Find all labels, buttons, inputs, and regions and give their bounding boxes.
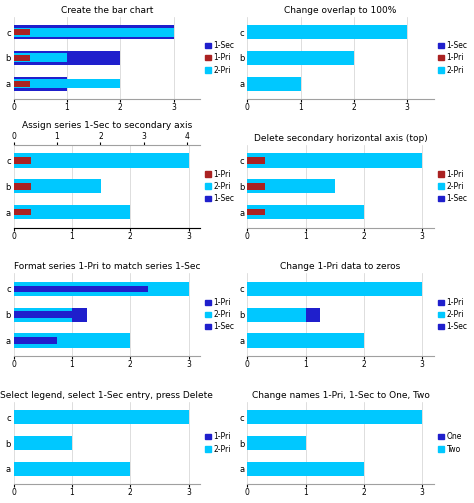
Bar [14, 337, 57, 344]
Bar [247, 462, 364, 476]
Bar [14, 25, 173, 39]
Bar [247, 183, 264, 190]
Bar [247, 333, 291, 348]
Bar [14, 282, 148, 296]
Bar [14, 156, 148, 165]
Legend: One, Two: One, Two [438, 432, 463, 454]
Bar [14, 183, 31, 190]
Bar [14, 76, 67, 91]
Bar [14, 53, 67, 62]
Title: Create the bar chart: Create the bar chart [61, 6, 153, 15]
Bar [247, 410, 422, 425]
Title: Delete secondary horizontal axis (top): Delete secondary horizontal axis (top) [254, 134, 428, 143]
Bar [247, 179, 335, 194]
Bar [247, 282, 381, 296]
Legend: 1-Pri, 2-Pri, 1-Sec: 1-Pri, 2-Pri, 1-Sec [204, 169, 235, 204]
Bar [14, 182, 87, 191]
Bar [14, 333, 130, 348]
Bar [247, 205, 364, 219]
Bar [247, 208, 291, 217]
Bar [14, 28, 173, 37]
Bar [14, 157, 31, 164]
Legend: 1-Pri, 2-Pri, 1-Sec: 1-Pri, 2-Pri, 1-Sec [438, 169, 468, 204]
Bar [247, 209, 264, 215]
Bar [14, 208, 57, 217]
Bar [247, 76, 301, 91]
Bar [14, 179, 101, 194]
Bar [14, 282, 189, 296]
Title: Change names 1-Pri, 1-Sec to One, Two: Change names 1-Pri, 1-Sec to One, Two [252, 391, 429, 399]
Bar [247, 307, 306, 322]
Title: Change 1-Pri data to zeros: Change 1-Pri data to zeros [280, 262, 401, 271]
Bar [14, 307, 87, 322]
Bar [14, 436, 72, 450]
Bar [247, 436, 306, 450]
Title: Assign series 1-Sec to secondary axis: Assign series 1-Sec to secondary axis [22, 121, 192, 130]
Title: Change overlap to 100%: Change overlap to 100% [284, 6, 397, 15]
Bar [14, 79, 120, 89]
Bar [247, 156, 381, 165]
Bar [247, 157, 264, 164]
Bar [14, 307, 72, 322]
Legend: 1-Pri, 2-Pri, 1-Sec: 1-Pri, 2-Pri, 1-Sec [438, 297, 468, 332]
Legend: 1-Pri, 2-Pri: 1-Pri, 2-Pri [204, 432, 231, 454]
Bar [247, 282, 422, 296]
Bar [14, 286, 148, 292]
Legend: 1-Sec, 1-Pri, 2-Pri: 1-Sec, 1-Pri, 2-Pri [438, 41, 468, 75]
Bar [247, 333, 364, 348]
Legend: 1-Sec, 1-Pri, 2-Pri: 1-Sec, 1-Pri, 2-Pri [204, 41, 235, 75]
Bar [247, 25, 407, 39]
Bar [247, 51, 354, 65]
Bar [14, 205, 130, 219]
Bar [14, 462, 130, 476]
Bar [14, 29, 30, 35]
Bar [14, 55, 30, 61]
Bar [247, 76, 301, 91]
Bar [14, 209, 31, 215]
Bar [14, 333, 57, 348]
Bar [14, 80, 30, 87]
Title: Format series 1-Pri to match series 1-Sec: Format series 1-Pri to match series 1-Se… [14, 262, 200, 271]
Bar [247, 182, 320, 191]
Bar [247, 153, 422, 167]
Bar [14, 410, 189, 425]
Bar [14, 311, 87, 318]
Bar [247, 51, 354, 65]
Bar [14, 153, 189, 167]
Bar [247, 307, 320, 322]
Bar [247, 25, 407, 39]
Bar [14, 51, 120, 65]
Legend: 1-Pri, 2-Pri, 1-Sec: 1-Pri, 2-Pri, 1-Sec [204, 297, 235, 332]
Title: Select legend, select 1-Sec entry, press Delete: Select legend, select 1-Sec entry, press… [0, 391, 213, 399]
